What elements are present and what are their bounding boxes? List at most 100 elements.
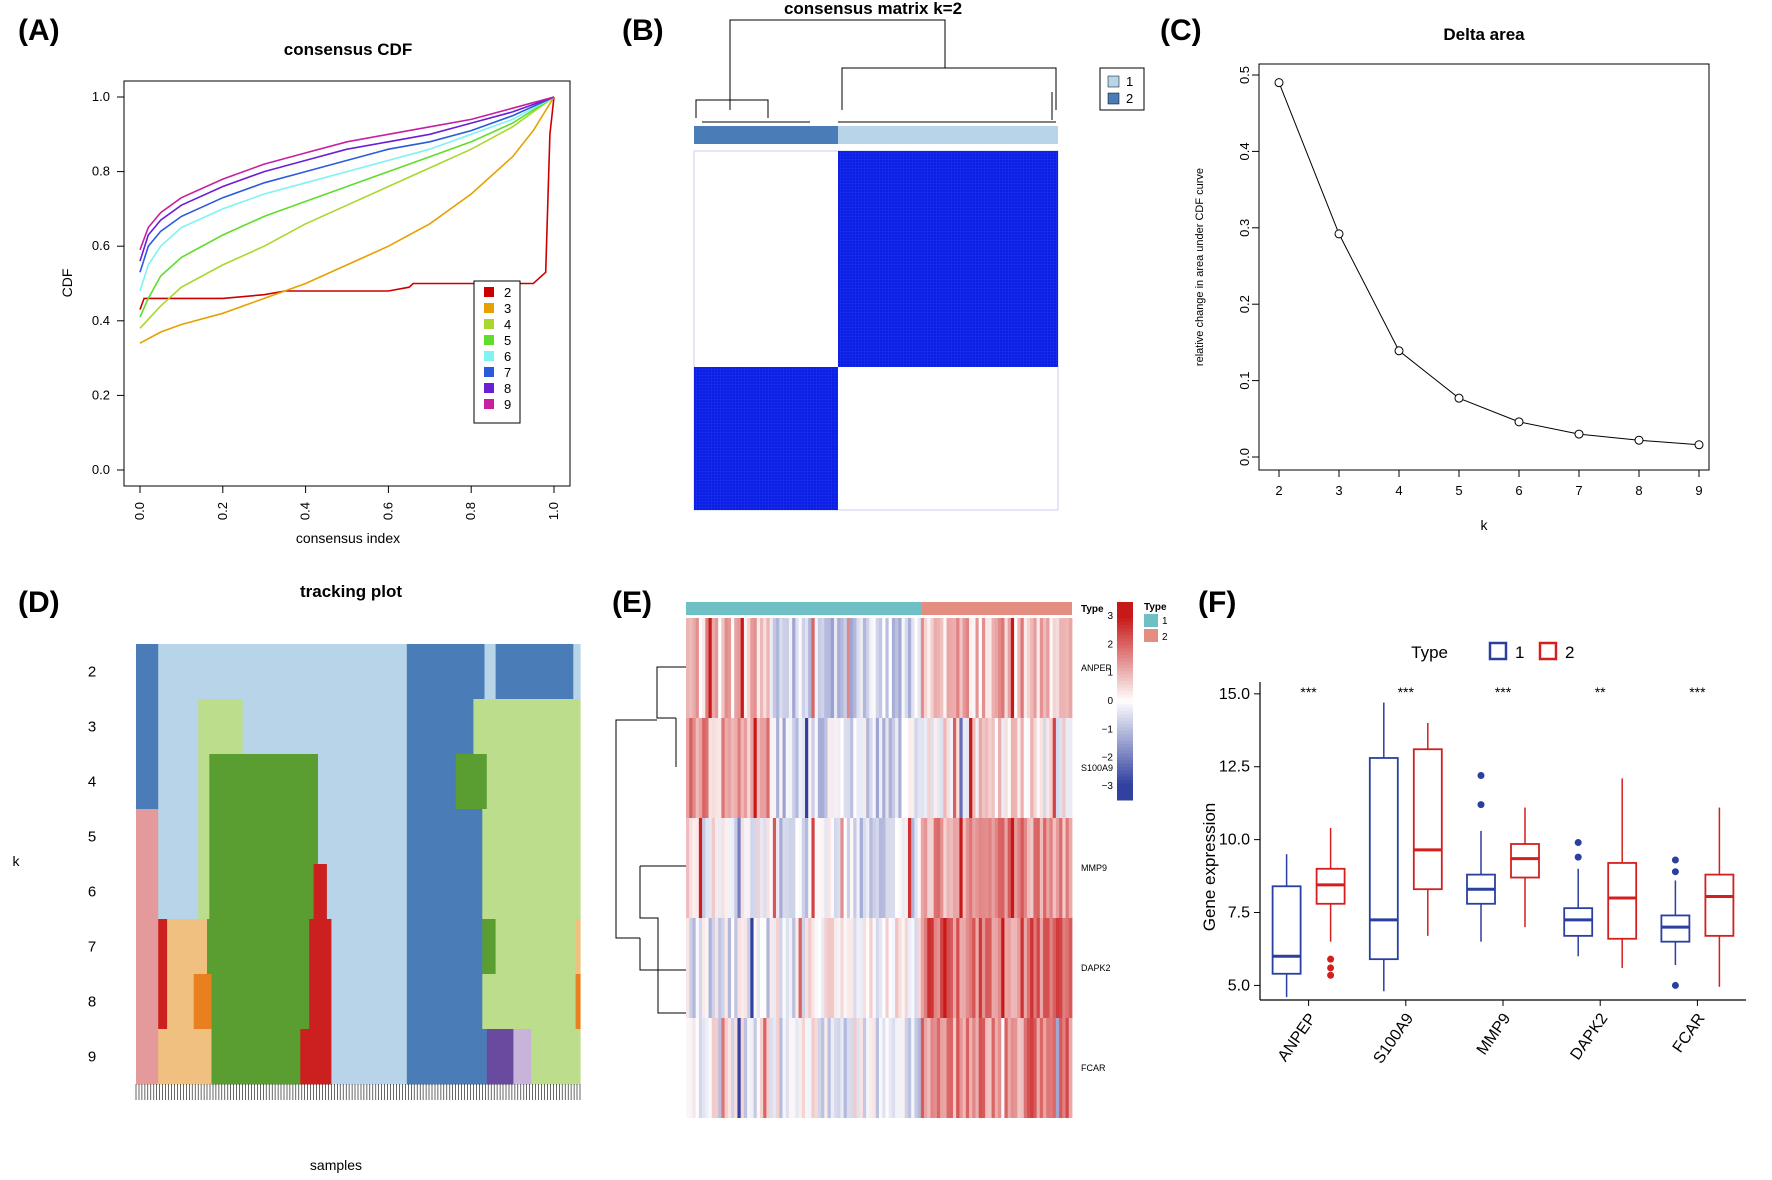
panel-e-cell [879, 918, 883, 1018]
panel-e-cell [1059, 918, 1063, 1018]
panel-e-colorbar-step [1117, 737, 1133, 742]
panel-e-cell [965, 1018, 970, 1118]
panel-d-segment-k6 [482, 864, 581, 920]
panel-e-cell [952, 918, 957, 1018]
panel-e-cell [843, 1018, 848, 1118]
panel-e-cell [933, 918, 938, 1018]
panel-a-series-2 [139, 96, 555, 310]
panel-d-segment-k3 [473, 699, 581, 755]
panel-e-cell [1001, 618, 1005, 718]
panel-e-cell [882, 618, 886, 718]
panel-f-y-tick-label: 5.0 [1228, 977, 1250, 994]
panel-d-segment-k7 [495, 919, 577, 975]
panel-e-cell [866, 1018, 870, 1118]
panel-e-cell [869, 818, 873, 918]
panel-b-legend-swatch-1 [1107, 75, 1120, 88]
panel-e-cell [956, 718, 960, 818]
panel-d-segment-k9 [331, 1029, 408, 1085]
panel-e-cell [837, 1018, 841, 1118]
panel-e-gene-label: MMP9 [1081, 863, 1107, 873]
panel-d-segment-k4 [486, 754, 581, 810]
panel-e-cell [866, 818, 870, 918]
panel-e-cell [1007, 718, 1012, 818]
panel-e-cell [814, 918, 819, 1018]
panel-e-colorbar-step [1117, 628, 1133, 633]
panel-e-cell [940, 918, 944, 1018]
panel-e-cell [814, 618, 819, 718]
panel-e-cell [808, 718, 812, 818]
panel-d-segment-k3 [136, 699, 159, 755]
panel-e-cell [907, 818, 912, 918]
panel-a-y-tick-label: 1.0 [92, 89, 110, 104]
panel-e-cell [759, 618, 764, 718]
panel-e-cell [1007, 918, 1012, 1018]
panel-e-cell [1007, 618, 1012, 718]
panel-d-x-label: samples [310, 1157, 362, 1173]
panel-e-cell [882, 818, 886, 918]
panel-e-cell [981, 1018, 986, 1118]
panel-e-cell [731, 718, 735, 818]
panel-e-cell [981, 718, 986, 818]
panel-d-segment-k6 [198, 864, 210, 920]
panel-e-cell [988, 818, 992, 918]
panel-e-colorbar-step [1117, 730, 1133, 735]
panel-e-colorbar-step [1117, 740, 1133, 745]
panel-e-cell [846, 918, 851, 1018]
panel-e-cell [888, 918, 893, 1018]
panel-e-cell [875, 818, 880, 918]
panel-a-series-9 [139, 96, 555, 251]
panel-e-cell [718, 618, 722, 718]
panel-f-legend-title: Type [1411, 643, 1448, 662]
panel-d-segment-k6 [158, 864, 199, 920]
panel-e-cell [785, 918, 790, 1018]
panel-a-series-7 [139, 96, 555, 273]
panel-e-cell [708, 1018, 713, 1118]
panel-a-y-tick-label: 0.0 [92, 462, 110, 477]
panel-c-point [1394, 346, 1404, 356]
panel-e-cell [705, 818, 709, 918]
panel-e-cell [943, 1018, 947, 1118]
panel-e-cell [811, 618, 816, 718]
panel-e-cell [962, 1018, 967, 1118]
panel-e-cell [808, 618, 812, 718]
panel-e-cell [821, 718, 825, 818]
panel-e-cell [734, 918, 738, 1018]
panel-a-series [139, 96, 555, 344]
panel-a-legend-box [473, 280, 521, 424]
panel-e-cell [821, 1018, 825, 1118]
panel-d-segment-k6 [136, 864, 159, 920]
panel-e-cell [933, 1018, 938, 1118]
panel-c-delta-area: Delta area 2 3 4 5 6 7 8 9 0.0 0.1 0.2 0.3 0.4 0.5 k… [1194, 25, 1710, 533]
panel-e-cell [952, 618, 957, 718]
panel-a-legend-swatch [484, 399, 494, 409]
panel-e-gene-label: S100A9 [1081, 763, 1113, 773]
panel-e-cell [1055, 1018, 1060, 1118]
panel-e-cell [1001, 1018, 1005, 1118]
panel-e-cell [1007, 818, 1012, 918]
panel-f-box-DAPK2-type-1 [1563, 839, 1594, 957]
panel-e-cell [763, 718, 767, 818]
panel-a-series-3 [139, 96, 555, 344]
panel-d-segment-k7 [158, 919, 168, 975]
panel-e-cell [747, 1018, 751, 1118]
panel-c-y-tick-label: 0.3 [1237, 219, 1252, 237]
panel-e-cell [830, 718, 835, 818]
panel-e-cell [756, 718, 761, 818]
panel-d-segment-k2 [158, 644, 408, 700]
panel-e-annotation-label: Type [1081, 604, 1104, 615]
panel-e-cell [904, 718, 909, 818]
panel-e-cell [779, 618, 783, 718]
panel-e-type-annotation [686, 602, 1072, 615]
panel-b-block-cluster-1 [838, 151, 1058, 367]
panel-e-cell [846, 818, 851, 918]
panel-e-cell [821, 818, 825, 918]
panel-e-cell [859, 618, 864, 718]
panel-e-cell [734, 1018, 738, 1118]
panel-e-cell [972, 718, 976, 818]
panel-e-colorbar-step [1117, 793, 1133, 798]
panel-e-cell [965, 818, 970, 918]
panel-e-cell [801, 818, 806, 918]
panel-e-cell [811, 1018, 816, 1118]
panel-e-cell [698, 818, 703, 918]
panel-e-cell [743, 718, 748, 818]
